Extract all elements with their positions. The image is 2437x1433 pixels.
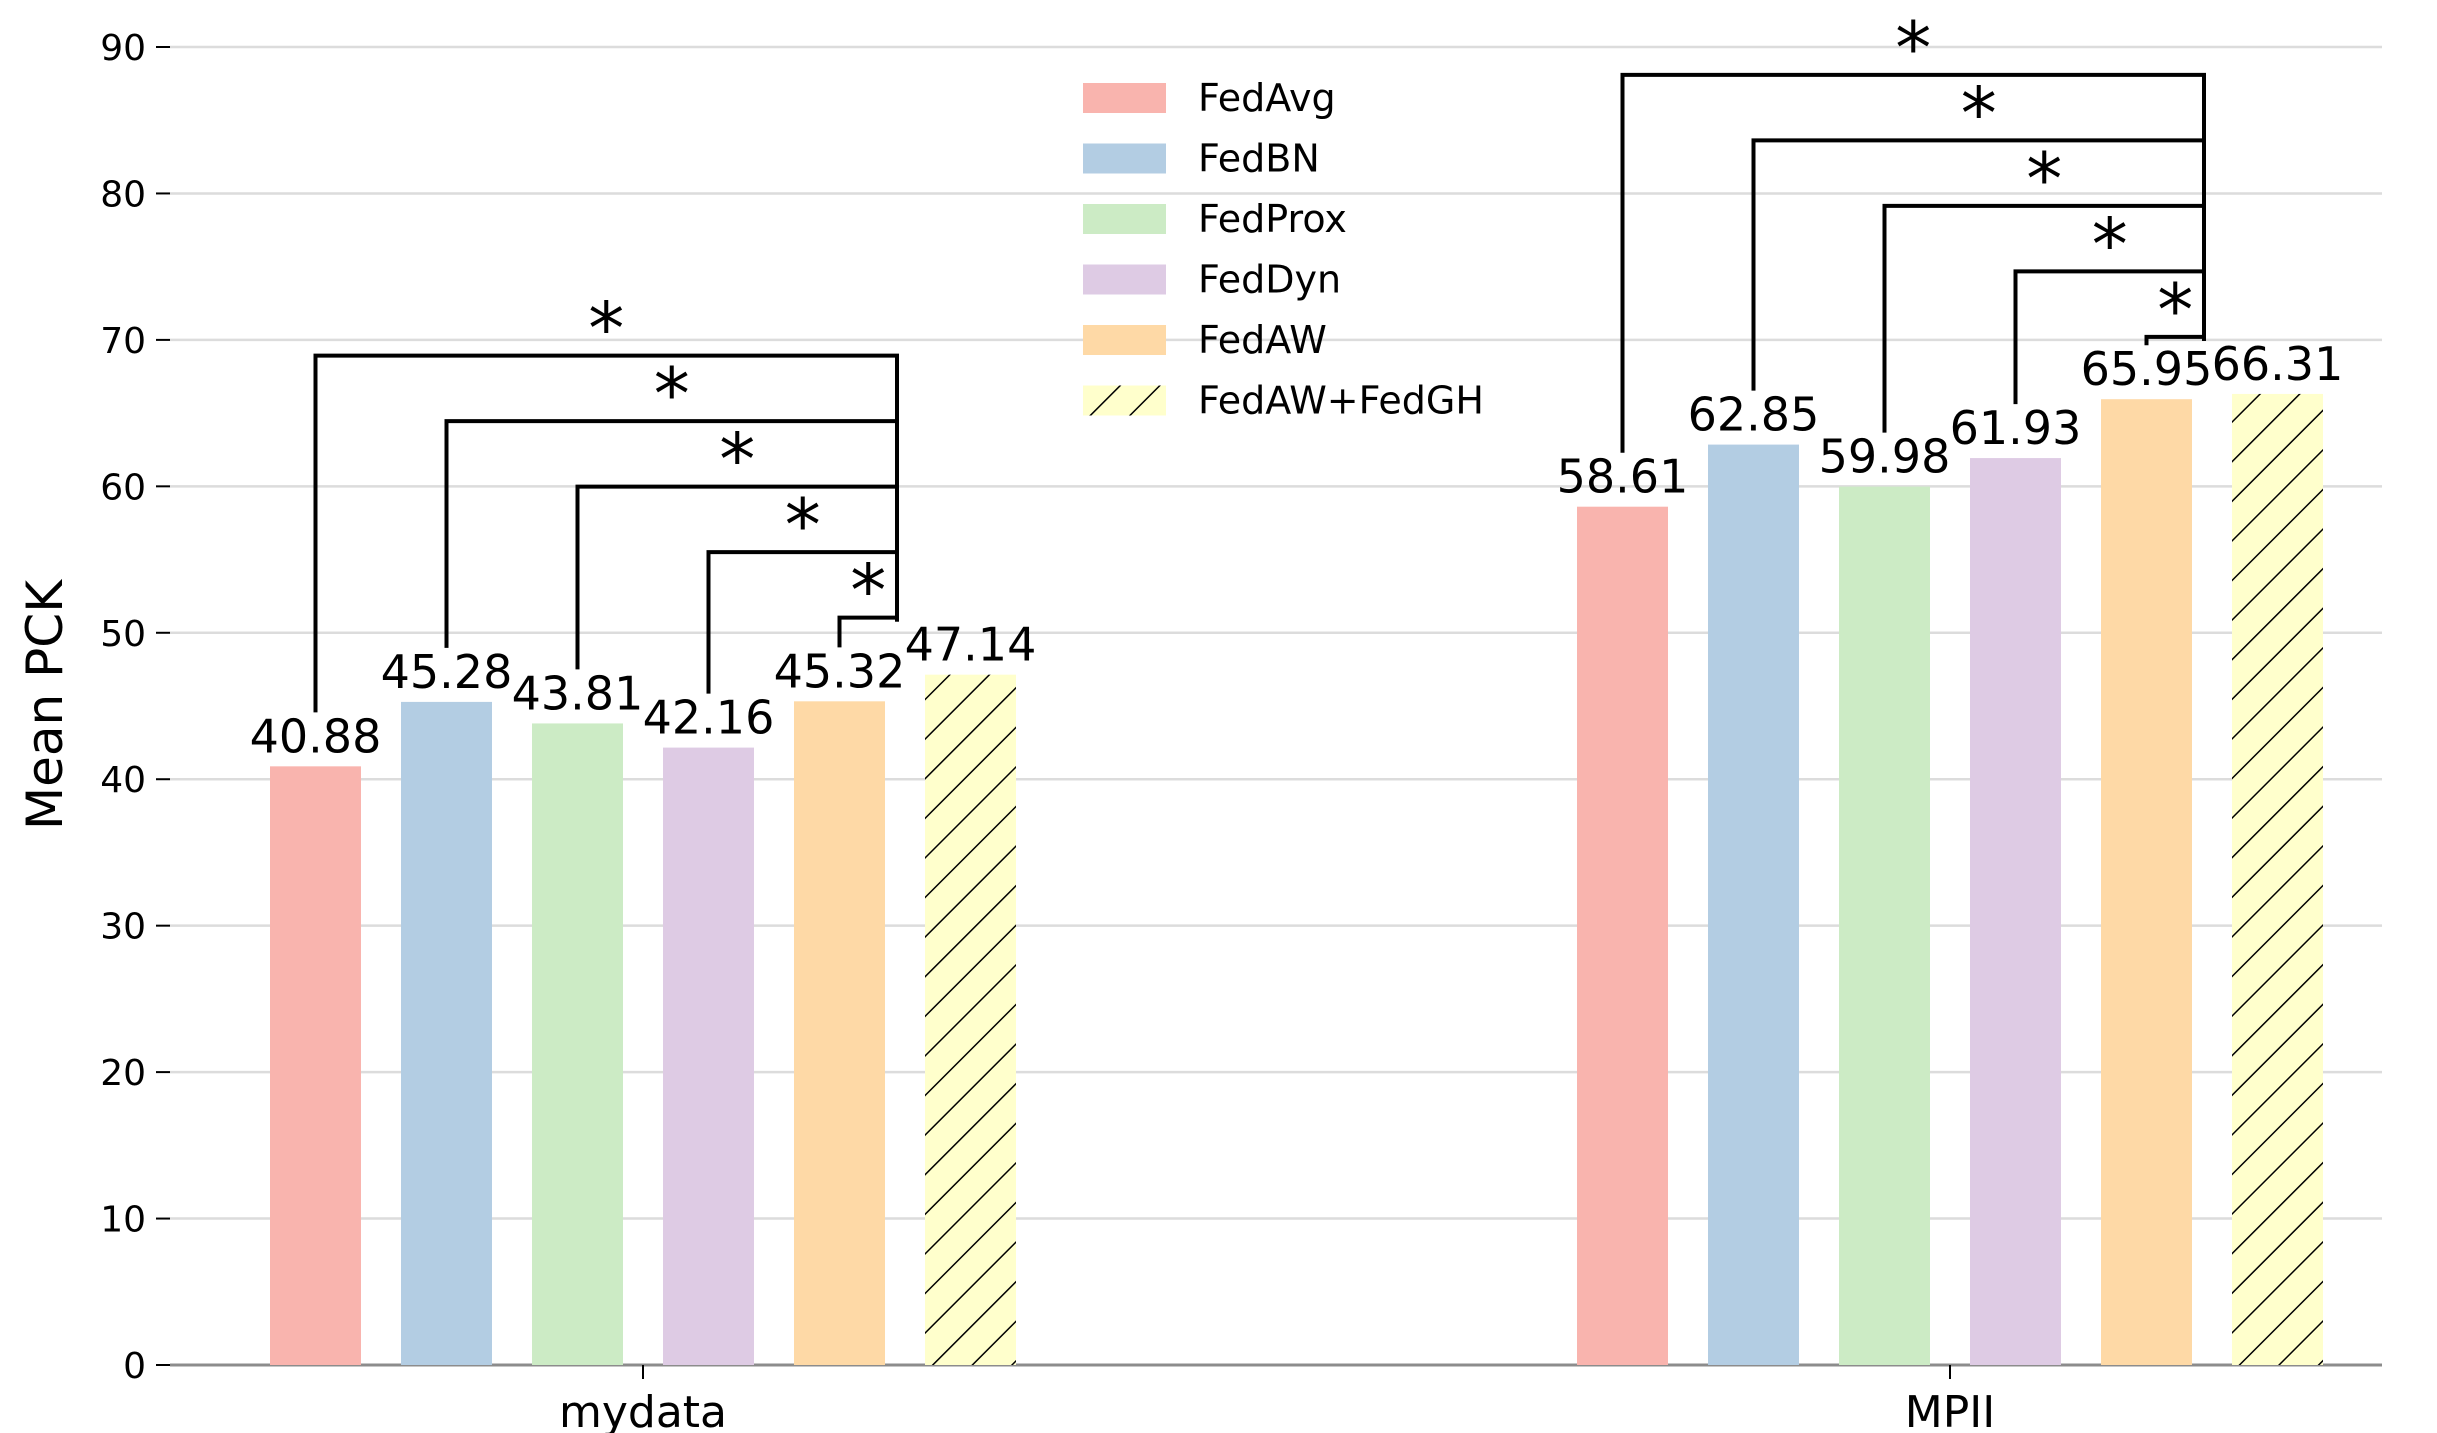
bar: [1839, 486, 1930, 1365]
significance-star: *: [2157, 268, 2193, 352]
legend-swatch: [1083, 325, 1166, 355]
data-label: 66.31: [2212, 337, 2344, 391]
y-tick-label: 60: [100, 467, 146, 508]
y-tick-label: 40: [100, 760, 146, 801]
y-tick-label: 50: [100, 614, 146, 655]
significance-star: *: [785, 483, 821, 567]
y-tick-label: 20: [100, 1053, 146, 1094]
significance-star: *: [654, 352, 690, 436]
data-label: 65.95: [2081, 342, 2213, 396]
data-label: 43.81: [512, 666, 644, 720]
legend-swatch: [1083, 204, 1166, 234]
x-tick-label: mydata: [559, 1387, 727, 1433]
data-label: 40.88: [250, 709, 382, 763]
legend: FedAvg FedBN FedProx FedDyn FedAW FedAW+FedGH: [1083, 76, 1484, 423]
bar: [2232, 393, 2323, 1365]
significance-star: *: [1961, 71, 1997, 155]
bar: [1970, 458, 2061, 1365]
significance-star: *: [1895, 6, 1931, 90]
data-label: 58.61: [1557, 450, 1689, 504]
bar: [794, 701, 885, 1365]
y-tick-label: 0: [123, 1346, 146, 1387]
legend-label: FedProx: [1198, 197, 1347, 241]
legend-label: FedDyn: [1198, 258, 1341, 302]
significance-bracket: [444, 419, 899, 648]
bar: [1708, 444, 1799, 1365]
significance-brackets: * * * * * * * * * *: [313, 6, 2206, 713]
bar: [663, 747, 754, 1365]
legend-label: FedBN: [1198, 137, 1320, 181]
significance-bracket: [575, 484, 899, 670]
data-label: 47.14: [905, 618, 1037, 672]
bar: [925, 674, 1016, 1365]
legend-swatch: [1083, 143, 1166, 174]
significance-star: *: [2026, 137, 2062, 221]
significance-star: *: [719, 418, 755, 502]
y-tick-label: 30: [100, 907, 146, 948]
y-axis-label: Mean PCK: [16, 579, 74, 830]
data-label: 45.32: [774, 644, 906, 698]
data-label: 59.98: [1819, 430, 1951, 484]
legend-label: FedAW+FedGH: [1198, 379, 1484, 423]
x-tick-label: MPII: [1905, 1387, 1995, 1433]
bar: [401, 701, 492, 1365]
data-label: 45.28: [381, 645, 513, 699]
y-tick-label: 80: [100, 174, 146, 215]
legend-swatch: [1083, 264, 1166, 295]
data-label: 62.85: [1688, 388, 1820, 442]
y-tick-label: 10: [100, 1200, 146, 1241]
legend-swatch: [1083, 385, 1166, 416]
data-labels: 40.88 58.61 45.28 62.85 43.81 59.98 42.16 61.93…: [250, 337, 2344, 763]
legend-label: FedAvg: [1198, 76, 1336, 120]
bar: [532, 723, 623, 1365]
y-tick-label: 90: [100, 28, 146, 69]
data-label: 42.16: [643, 691, 775, 745]
bar: [2101, 399, 2192, 1366]
significance-star: *: [850, 549, 886, 633]
significance-star: *: [588, 287, 624, 371]
axes: 0 10 20 30 40 50 60 70 80 90 mydata MPII: [100, 28, 2382, 1433]
significance-bracket: [1882, 203, 2206, 433]
bar: [1577, 506, 1668, 1366]
legend-swatch: [1083, 83, 1166, 113]
bar: [270, 766, 361, 1365]
y-tick-label: 70: [100, 321, 146, 362]
bars: [270, 393, 2323, 1366]
data-label: 61.93: [1950, 401, 2082, 455]
legend-label: FedAW: [1198, 318, 1327, 362]
significance-star: *: [2092, 202, 2128, 286]
